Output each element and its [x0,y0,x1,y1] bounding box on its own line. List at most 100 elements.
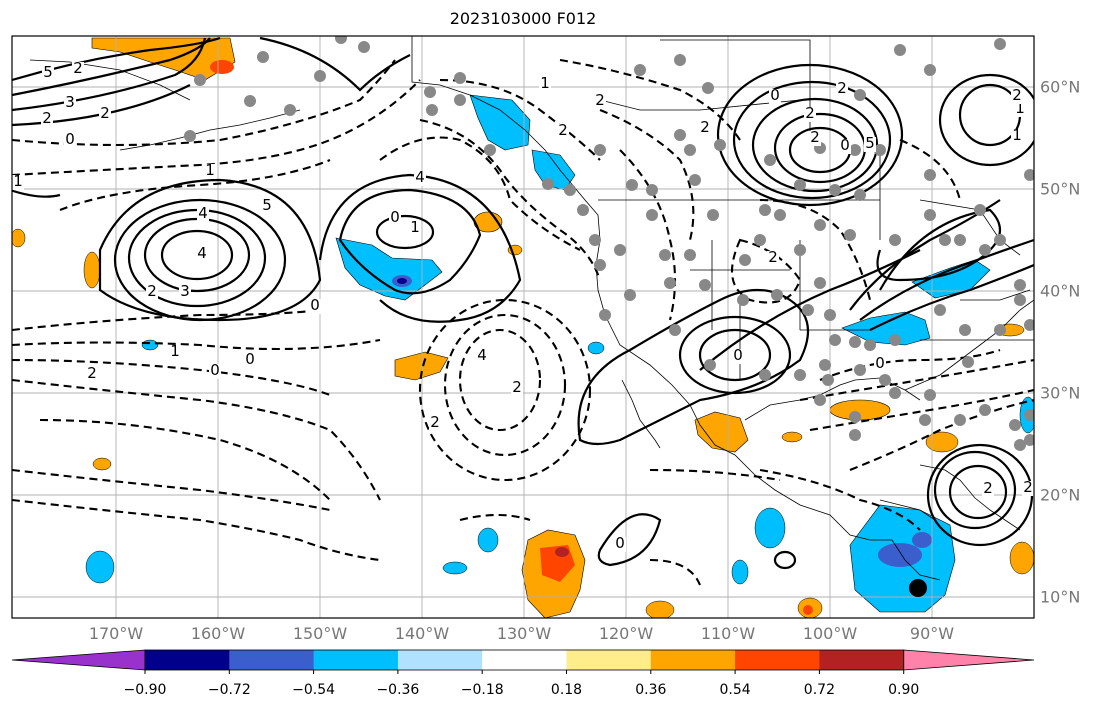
station-dot [634,64,646,76]
station-dot [659,249,671,261]
colorbar-tick-label: 0.54 [719,682,751,698]
station-dot [284,104,296,116]
station-dot [849,429,861,441]
station-dot [594,259,606,271]
contour-label: 4 [198,204,208,222]
colorbar-segment [819,650,905,670]
station-dot [674,54,686,66]
station-dot [879,374,891,386]
station-dot [774,209,786,221]
contour-label: 2 [430,413,440,431]
longitude-label: 130°W [496,624,552,643]
contour-label-bg [196,247,208,262]
station-dot [542,178,554,190]
station-dot [919,414,931,426]
contour-label: 0 [840,136,850,154]
station-dot [894,44,906,56]
longitude-label: 170°W [88,624,144,643]
station-dot [358,41,370,53]
contour-label-bg [1011,89,1023,104]
colorbar-segment [566,650,652,670]
station-dot [994,38,1006,50]
station-dot [889,334,901,346]
colorbar-segment [735,650,820,670]
contour-label-bg [769,89,781,104]
station-dot [849,144,861,156]
station-dot [864,339,876,351]
shaded-anomalies [12,37,1034,618]
contour-label: 5 [865,134,875,152]
station-dot [994,324,1006,336]
station-dot [954,234,966,246]
contour-label-bg [12,175,24,190]
contour-label: 5 [43,63,53,81]
contour-label: 2 [768,248,778,266]
colorbar-tick-label: 0.72 [803,682,835,698]
colorbar-segment [145,650,230,670]
contour-label-bg [476,349,488,364]
colorbar-tick-label: 0.90 [888,682,920,698]
longitude-label: 90°W [909,624,955,643]
contour-label-bg [732,349,744,364]
station-dot [979,244,991,256]
contour-label-bg [414,171,426,186]
contour-label: 2 [147,282,157,300]
contour-label-bg [1011,129,1023,144]
colorbar-segment [650,650,736,670]
station-dot [257,51,269,63]
colorbar [11,649,1035,674]
contour-label: 1 [1015,99,1025,117]
contour-label: 1 [205,161,215,179]
colorbar-tick-label: −0.54 [292,682,336,698]
contour-label: 1 [410,218,420,236]
contour-label: 0 [733,346,743,364]
contour-label: 0 [875,354,885,372]
station-dot [814,277,826,289]
station-dot [994,234,1006,246]
plot-frame [11,35,1035,619]
longitude-label: 140°W [394,624,450,643]
station-dot [669,324,681,336]
contour-label-bg [839,139,851,154]
contour-label: 1 [13,172,23,190]
station-dot [244,95,256,107]
station-dot [974,204,986,216]
station-dot [1024,434,1034,446]
contour-label: 4 [415,168,425,186]
station-dot [737,294,749,306]
station-dot [707,209,719,221]
contour-label-bg [1022,481,1034,496]
longitude-label: 150°W [292,624,348,643]
contour-label: 2 [700,118,710,136]
contour-label-bg [767,251,779,266]
longitude-label: 160°W [190,624,246,643]
latitude-label: 20°N [1040,485,1081,505]
contour-label: 2 [73,59,83,77]
station-dot [714,139,726,151]
station-dot [589,234,601,246]
colorbar-segment [313,650,399,670]
contour-label: 0 [770,86,780,104]
storm-center-marker [909,579,927,597]
station-dot [646,184,658,196]
station-dot [794,369,806,381]
station-dot [704,359,716,371]
station-dot [739,254,751,266]
contour-label: 2 [1012,86,1022,104]
station-dot [979,404,991,416]
station-dot [822,374,834,386]
station-dot [1024,319,1034,331]
station-dot [684,144,696,156]
station-dot [626,179,638,191]
contour-label-bg [204,164,216,179]
contour-label-bg [244,353,256,368]
station-dot [844,229,856,241]
station-dot [426,104,438,116]
station-dot [599,309,611,321]
station-dot [646,209,658,221]
station-dot [664,277,676,289]
colorbar-tick-label: 0.18 [550,682,583,698]
station-dots [184,36,1034,451]
contour-label-bg [197,207,209,222]
station-dot [924,389,936,401]
